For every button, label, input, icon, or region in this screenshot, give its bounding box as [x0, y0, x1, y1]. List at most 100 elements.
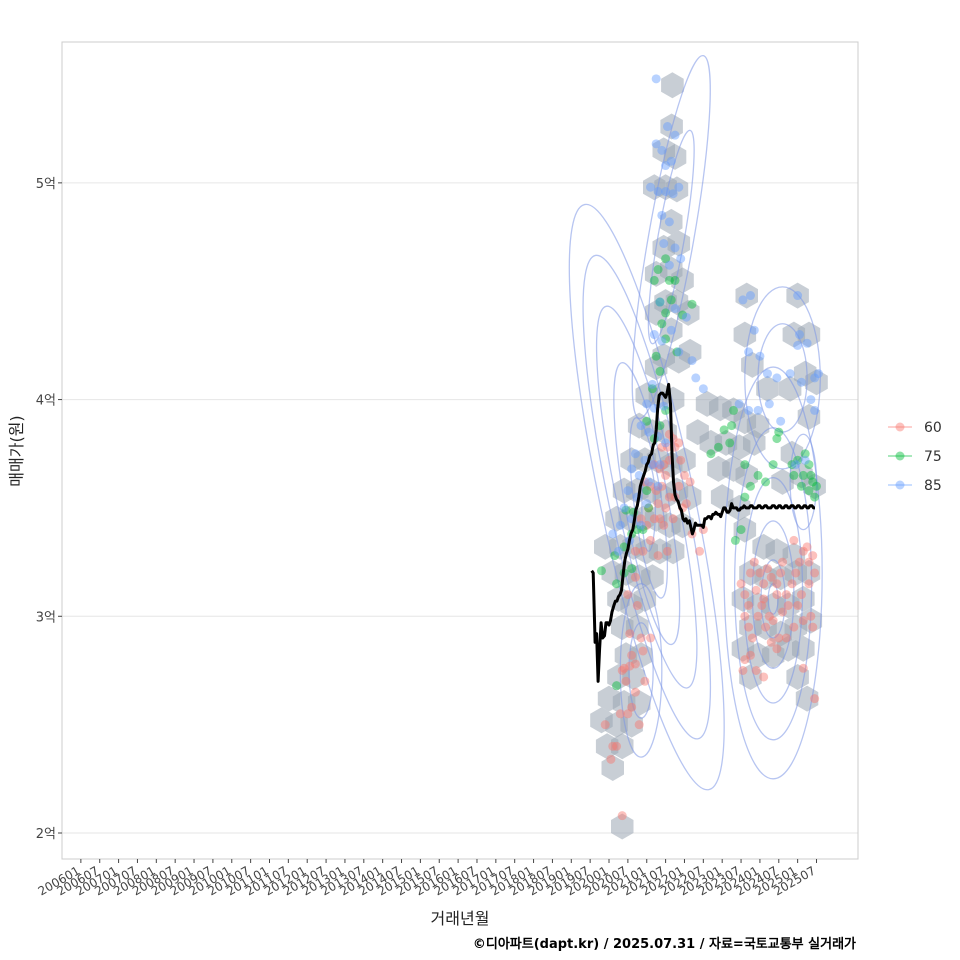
data-point-60 — [798, 546, 808, 556]
data-point-75 — [632, 525, 642, 535]
hexbin-cell — [677, 299, 700, 326]
data-point-75 — [621, 505, 631, 515]
data-point-85 — [653, 481, 663, 491]
data-point-85 — [615, 520, 625, 530]
data-point-60 — [638, 646, 648, 656]
data-point-60 — [787, 579, 797, 589]
data-point-85 — [613, 546, 623, 556]
data-point-85 — [698, 384, 708, 394]
data-point-60 — [657, 481, 667, 491]
hexbin-cell — [661, 72, 684, 99]
data-point-60 — [768, 616, 778, 626]
data-point-85 — [738, 295, 748, 305]
data-point-60 — [685, 477, 695, 487]
data-point-85 — [687, 356, 697, 366]
data-point-85 — [670, 130, 680, 140]
y-axis-ticks: 2억 3억 4억 5억 — [36, 177, 62, 842]
data-point-60 — [662, 442, 672, 452]
data-point-85 — [627, 464, 637, 474]
data-point-75 — [800, 449, 810, 459]
data-point-60 — [664, 492, 674, 502]
data-point-60 — [789, 622, 799, 632]
y-tick-label: 5억 — [36, 177, 56, 192]
data-point-75 — [740, 460, 750, 470]
data-point-75 — [661, 334, 671, 344]
data-point-75 — [753, 470, 763, 480]
y-axis-title: 매매가(원) — [7, 415, 26, 486]
data-point-85 — [749, 325, 759, 335]
legend: 60 75 85 — [888, 420, 942, 494]
data-point-75 — [804, 486, 814, 496]
data-point-85 — [666, 325, 676, 335]
data-point-85 — [813, 369, 823, 379]
data-point-75 — [612, 579, 622, 589]
data-point-60 — [783, 600, 793, 610]
data-point-85 — [661, 161, 671, 171]
hexbin-cell — [644, 260, 668, 287]
data-point-85 — [661, 438, 671, 448]
data-point-75 — [804, 460, 814, 470]
hexbin-cell — [797, 559, 821, 586]
caption: ©디아파트(dapt.kr) / 2025.07.31 / 자료=국토교통부 실… — [473, 936, 856, 952]
data-point-60 — [630, 659, 640, 669]
data-point-60 — [755, 568, 765, 578]
data-point-60 — [749, 557, 759, 567]
data-point-60 — [793, 600, 803, 610]
data-point-60 — [778, 557, 788, 567]
data-point-60 — [640, 676, 650, 686]
data-point-75 — [649, 275, 659, 285]
data-point-75 — [642, 486, 652, 496]
data-point-60 — [751, 665, 761, 675]
panel-border — [61, 41, 859, 860]
data-point-60 — [653, 499, 663, 509]
hexbin-cell — [663, 143, 687, 170]
data-point-60 — [759, 579, 769, 589]
hexbin-cell — [803, 473, 826, 500]
data-point-85 — [744, 405, 754, 415]
data-point-60 — [630, 687, 640, 697]
data-point-60 — [766, 572, 776, 582]
data-point-75 — [798, 470, 808, 480]
data-point-75 — [642, 416, 652, 426]
data-point-60 — [625, 661, 635, 671]
data-point-60 — [651, 486, 661, 496]
data-point-75 — [729, 405, 739, 415]
hexbin-cell — [778, 375, 802, 402]
hexbin-cell — [771, 468, 794, 495]
data-point-85 — [644, 477, 654, 487]
data-point-75 — [727, 421, 737, 431]
data-point-60 — [632, 600, 642, 610]
data-point-60 — [674, 438, 684, 448]
data-point-75 — [661, 405, 671, 415]
data-point-85 — [647, 460, 657, 470]
data-point-85 — [664, 260, 674, 270]
data-point-85 — [674, 182, 684, 192]
data-point-60 — [649, 514, 659, 524]
data-point-75 — [745, 481, 755, 491]
data-point-60 — [619, 663, 629, 673]
data-point-85 — [644, 427, 654, 437]
data-point-85 — [810, 373, 820, 383]
data-point-85 — [642, 499, 652, 509]
data-point-60 — [615, 709, 625, 719]
data-point-60 — [659, 460, 669, 470]
density-contours — [568, 54, 823, 791]
hexbin-cell — [629, 642, 653, 669]
data-point-60 — [796, 590, 806, 600]
data-point-60 — [753, 611, 763, 621]
data-point-60 — [776, 568, 786, 578]
data-point-60 — [668, 514, 678, 524]
data-point-85 — [661, 187, 671, 197]
hexbin-cell — [660, 208, 683, 235]
data-point-85 — [649, 330, 659, 340]
data-point-75 — [725, 438, 735, 448]
data-point-85 — [793, 291, 803, 301]
data-point-85 — [608, 529, 618, 539]
hexbin-cell — [665, 176, 689, 203]
hexbin-cell — [805, 369, 828, 396]
data-point-75 — [730, 535, 740, 545]
data-point-85 — [674, 347, 684, 357]
data-point-60 — [623, 590, 633, 600]
data-point-60 — [625, 629, 635, 639]
